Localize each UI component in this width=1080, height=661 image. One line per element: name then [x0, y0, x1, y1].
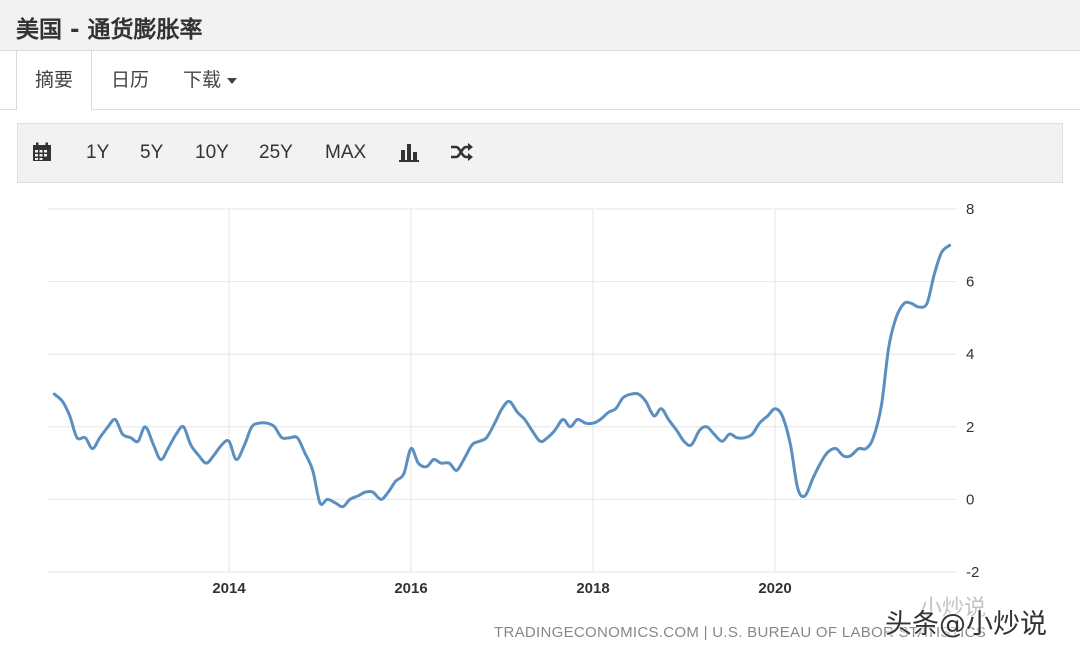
x-tick-label: 2016: [394, 580, 427, 597]
range-1y-button[interactable]: 1Y: [86, 142, 110, 163]
y-tick-label: -2: [966, 564, 979, 581]
x-tick-label: 2018: [576, 580, 609, 597]
inflation-chart: 8 6 4 2 0 -2 2014 2016 2018 2020 TRADINGECONOMIC…: [17, 182, 1063, 656]
tab-summary[interactable]: 摘要: [16, 51, 92, 111]
watermark-faint: 小炒说: [920, 596, 987, 621]
x-tick-label: 2020: [758, 580, 791, 597]
grid-lines: [47, 208, 957, 573]
tab-bar: 摘要 日历 下载: [0, 51, 1080, 111]
source-label: TRADINGECONOMICS.COM | U.S. BUREAU OF LA…: [494, 624, 986, 641]
calendar-icon[interactable]: [32, 142, 52, 164]
x-tick-label: 2014: [212, 580, 246, 597]
range-max-button[interactable]: MAX: [325, 142, 367, 163]
watermark: 头条@小炒说: [885, 609, 1047, 640]
y-tick-label: 0: [966, 491, 974, 508]
shuffle-icon[interactable]: [450, 142, 474, 164]
tab-download[interactable]: 下载: [183, 51, 238, 109]
x-axis-ticks: 2014 2016 2018 2020: [212, 580, 791, 597]
range-5y-button[interactable]: 5Y: [140, 142, 164, 163]
y-tick-label: 8: [966, 201, 974, 218]
range-10y-button[interactable]: 10Y: [195, 142, 229, 163]
caret-down-icon: [227, 77, 238, 84]
page-title: 美国 - 通货膨胀率: [16, 17, 203, 43]
range-25y-button[interactable]: 25Y: [259, 142, 293, 163]
chart-toolbar: 1Y 5Y 10Y 25Y MAX: [17, 123, 1063, 183]
tab-calendar[interactable]: 日历: [111, 69, 150, 91]
page-header: 美国 - 通货膨胀率: [0, 0, 1080, 51]
tab-download-label: 下载: [183, 69, 222, 91]
y-tick-label: 4: [966, 346, 974, 363]
y-tick-label: 6: [966, 274, 974, 291]
y-tick-label: 2: [966, 419, 974, 436]
bar-chart-icon[interactable]: [399, 142, 419, 164]
series-line: [52, 243, 952, 509]
y-axis-ticks: 8 6 4 2 0 -2: [966, 201, 979, 581]
chart-svg: 8 6 4 2 0 -2 2014 2016 2018 2020 TRADINGECONOMIC…: [47, 201, 986, 641]
